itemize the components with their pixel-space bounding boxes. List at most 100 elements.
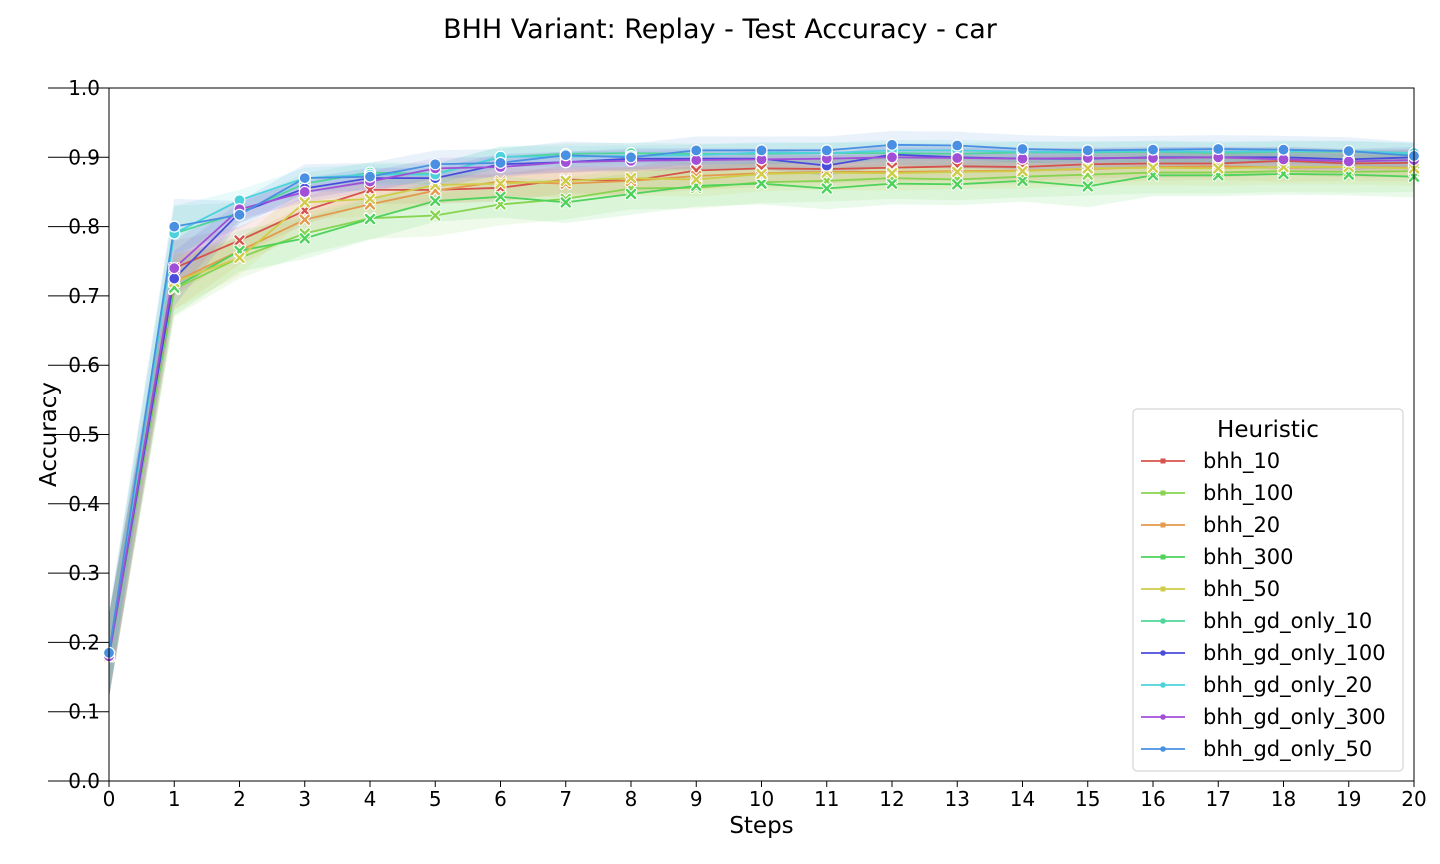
x-tick-label: 18	[1271, 787, 1296, 811]
y-tick-label: 0.3	[68, 561, 100, 585]
data-point	[298, 185, 311, 199]
legend-item: bhh_gd_only_20	[1141, 673, 1372, 698]
legend-label: bhh_20	[1203, 513, 1280, 538]
legend-item: bhh_gd_only_50	[1141, 737, 1372, 762]
legend-label: bhh_gd_only_10	[1203, 609, 1372, 634]
legend-item: bhh_10	[1141, 449, 1280, 474]
y-tick-label: 0.7	[68, 284, 100, 308]
x-tick-label: 2	[233, 787, 246, 811]
legend-marker	[1160, 714, 1166, 720]
x-tick-label: 5	[429, 787, 442, 811]
y-axis-ticks: 0.0 0.1 0.2 0.3 0.4 0.5 0.6 0.7 0.8 0.9 1.0	[48, 76, 109, 793]
x-tick-label: 3	[298, 787, 311, 811]
y-tick-label: 1.0	[68, 76, 100, 100]
legend: Heuristic bhh_10bhh_100bhh_20bhh_300bhh_…	[1132, 408, 1404, 772]
data-point	[755, 167, 768, 181]
x-axis-ticks: 0 1 2 3 4 5 6 7 8 9 10 11 12 13 14 15 16 17 18 19 20	[103, 781, 1427, 811]
data-point	[1016, 174, 1029, 188]
x-tick-label: 11	[814, 787, 839, 811]
legend-item: bhh_50	[1141, 577, 1280, 602]
data-point	[1081, 162, 1094, 175]
data-point	[885, 177, 899, 190]
x-tick-label: 10	[749, 787, 774, 811]
x-tick-label: 14	[1010, 787, 1035, 811]
data-point	[1212, 142, 1225, 156]
data-point	[1016, 164, 1029, 178]
data-point	[624, 171, 638, 185]
data-point	[885, 138, 899, 151]
data-point	[624, 187, 638, 201]
legend-title: Heuristic	[1217, 417, 1319, 443]
y-tick-label: 0.1	[68, 700, 100, 724]
x-tick-label: 6	[494, 787, 507, 811]
legend-item: bhh_20	[1141, 513, 1280, 538]
data-point	[233, 234, 246, 247]
data-point	[951, 178, 964, 191]
data-point	[429, 194, 442, 208]
data-point	[1212, 162, 1225, 175]
legend-label: bhh_100	[1203, 481, 1294, 506]
legend-label: bhh_gd_only_100	[1203, 641, 1386, 666]
legend-label: bhh_300	[1203, 545, 1294, 570]
x-tick-label: 9	[690, 787, 703, 811]
x-tick-label: 7	[559, 787, 572, 811]
chart-title: BHH Variant: Replay - Test Accuracy - ca…	[443, 14, 998, 45]
data-point	[559, 174, 572, 188]
data-point	[1016, 142, 1029, 156]
x-tick-label: 12	[879, 787, 904, 811]
data-point	[233, 208, 246, 221]
data-point	[1146, 161, 1160, 174]
data-point	[820, 144, 833, 157]
legend-label: bhh_10	[1203, 449, 1280, 474]
data-point	[168, 262, 181, 275]
data-point	[951, 139, 964, 152]
y-axis-title: Accuracy	[36, 382, 62, 487]
legend-items: bhh_10 bhh_100 bhh_20 bhh_300 bhh_50 bhh_gd_o…	[1141, 449, 1386, 762]
data-point	[298, 213, 311, 226]
x-tick-label: 13	[945, 787, 970, 811]
data-point	[168, 220, 181, 233]
data-point	[820, 182, 833, 195]
data-point	[298, 232, 311, 245]
legend-item: bhh_gd_only_300	[1141, 705, 1386, 730]
legend-label: bhh_50	[1203, 577, 1280, 602]
y-tick-label: 0.8	[68, 215, 100, 239]
data-point	[1146, 143, 1160, 156]
legend-item: bhh_100	[1141, 481, 1294, 506]
legend-label: bhh_gd_only_50	[1203, 737, 1372, 762]
x-tick-label: 20	[1401, 787, 1426, 811]
data-point	[885, 167, 899, 180]
legend-marker	[1160, 682, 1166, 688]
legend-marker	[1160, 650, 1166, 656]
data-point	[885, 151, 899, 164]
series-markers	[102, 138, 1421, 663]
data-point	[755, 177, 768, 190]
data-point	[363, 183, 377, 197]
data-point	[755, 144, 768, 157]
y-tick-label: 0.2	[68, 630, 100, 654]
x-tick-label: 0	[103, 787, 116, 811]
y-tick-label: 0.5	[68, 423, 100, 447]
y-tick-label: 0.9	[68, 145, 100, 169]
x-tick-label: 19	[1336, 787, 1361, 811]
data-point	[233, 251, 246, 264]
data-point	[429, 158, 442, 171]
legend-marker	[1160, 746, 1166, 752]
y-tick-label: 0.4	[68, 492, 100, 516]
data-point	[559, 196, 572, 209]
data-point	[1081, 144, 1094, 157]
legend-item: bhh_gd_only_100	[1141, 641, 1386, 666]
data-point	[690, 144, 703, 157]
legend-marker	[1160, 586, 1166, 592]
legend-label: bhh_gd_only_300	[1203, 705, 1386, 730]
data-point	[363, 192, 377, 206]
legend-marker	[1160, 618, 1166, 624]
data-point	[951, 165, 964, 179]
legend-item: bhh_gd_only_10	[1141, 609, 1372, 634]
data-point	[494, 190, 507, 204]
y-tick-label: 0.6	[68, 353, 100, 377]
legend-label: bhh_gd_only_20	[1203, 673, 1372, 698]
data-point	[1277, 143, 1290, 156]
legend-marker	[1160, 490, 1166, 496]
